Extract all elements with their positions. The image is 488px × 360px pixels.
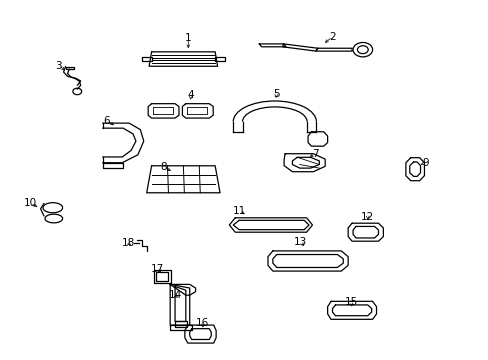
Text: 8: 8 (160, 162, 167, 172)
Text: 1: 1 (184, 33, 191, 43)
Text: 12: 12 (360, 212, 374, 222)
Text: 3: 3 (55, 60, 62, 71)
Text: 6: 6 (103, 116, 110, 126)
Text: 4: 4 (187, 90, 194, 100)
Text: 16: 16 (196, 318, 209, 328)
Text: 18: 18 (121, 238, 135, 248)
Text: 7: 7 (311, 149, 318, 159)
Text: 15: 15 (344, 297, 357, 307)
Text: 17: 17 (150, 264, 164, 274)
Text: 9: 9 (421, 158, 428, 168)
Text: 5: 5 (272, 89, 279, 99)
Text: 13: 13 (293, 237, 307, 247)
Text: 2: 2 (328, 32, 335, 42)
Text: 11: 11 (232, 206, 246, 216)
Text: 14: 14 (168, 290, 182, 300)
Text: 10: 10 (24, 198, 37, 208)
